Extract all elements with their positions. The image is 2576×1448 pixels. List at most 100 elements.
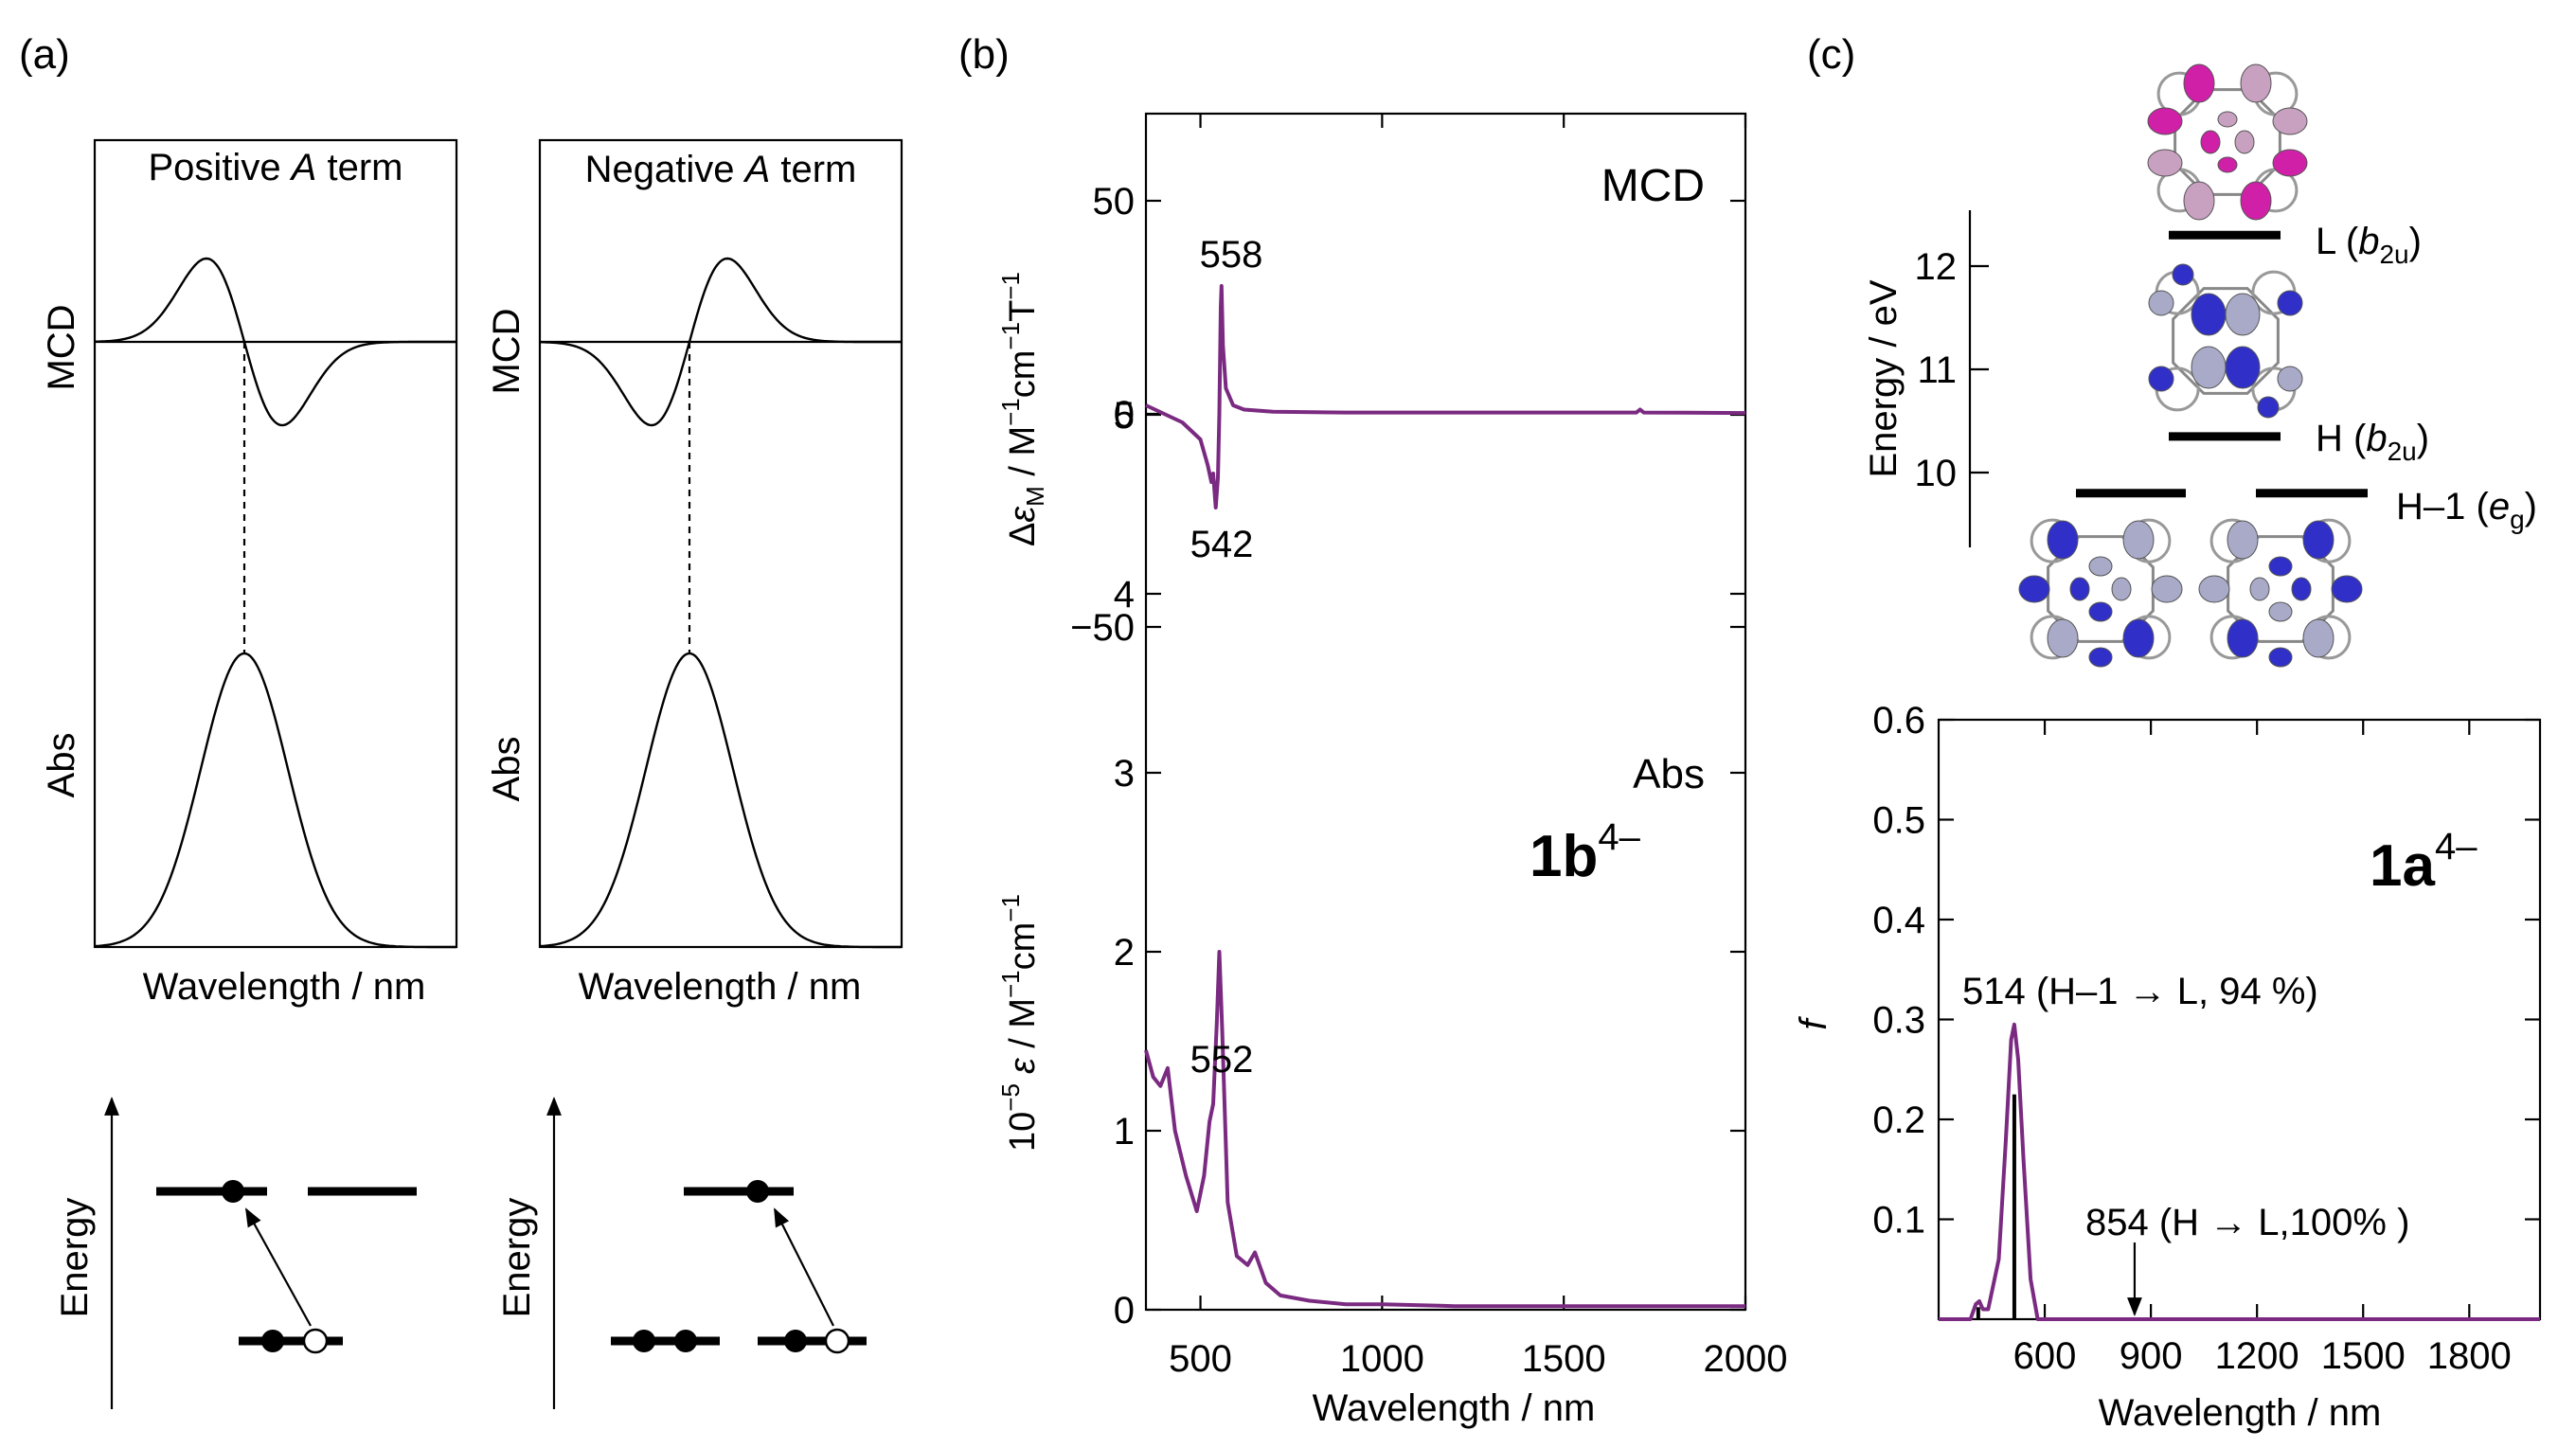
electron-lower-b3: [784, 1330, 807, 1352]
x-tick-label-c: 1500: [2321, 1335, 2406, 1377]
negative-mcd-ylabel: MCD: [486, 308, 528, 394]
annotation-514: 514 (H–1 → L, 94 %): [1962, 971, 2318, 1012]
positive-xlabel: Wavelength / nm: [143, 966, 426, 1008]
orbital-lobe: [2147, 107, 2183, 135]
mcd-label: MCD: [1601, 161, 1705, 211]
peak-label-542: 542: [1190, 524, 1254, 565]
hole-lower-b: [824, 1328, 850, 1354]
electron-lower-b2: [674, 1330, 697, 1352]
orbital-H1-right-image: [2198, 518, 2363, 668]
oscillator-sticks: [1976, 1094, 2016, 1319]
compound-label-1b: 1b4–: [1530, 816, 1641, 889]
annotation-854: 854 (H → L,100% ): [2085, 1202, 2409, 1243]
orbital-lobe: [2217, 111, 2238, 128]
panel-c-ticks: 600 900 1200 1500 1800 0.1 0.2 0.3 0.4 0.5 0.6: [1872, 700, 2540, 1377]
orbital-lobe: [2240, 63, 2272, 103]
panel-b-frame: [1144, 112, 1747, 1312]
calc-spectrum-curve: [1939, 1022, 2540, 1321]
orbital-lobe: [2272, 107, 2308, 135]
x-tick-label-b: 1500: [1522, 1338, 1606, 1380]
energy-tick-label: 10: [1915, 453, 1958, 494]
energy-tick-label: 11: [1917, 349, 1957, 391]
orbital-lobe: [2047, 520, 2079, 560]
compound-label-1a: 1a4–: [2370, 826, 2478, 899]
orbital-H-image: [2148, 263, 2303, 419]
abs-y-tick-label: 0: [1114, 1290, 1135, 1332]
negative-mcd-curve: [539, 257, 902, 427]
orbital-lobe: [2227, 618, 2259, 658]
level-H1-label: H–1 (eg): [2396, 486, 2537, 534]
orbital-lobe: [2122, 520, 2155, 560]
orbital-lobe: [2227, 520, 2259, 560]
excitation-arrow-right: [774, 1207, 834, 1327]
electron-upper: [222, 1180, 244, 1203]
negative-a-term-frame: [538, 138, 903, 949]
y-tick-label-c: 0.5: [1872, 800, 1925, 842]
molecule-skeleton: [2174, 88, 2281, 196]
positive-a-term-title: Positive A term: [149, 147, 403, 188]
energy-level-ylabel: Energy / eV: [1863, 279, 1905, 477]
mcd-spectrum-curve: [1145, 284, 1746, 509]
level-L-label: L (b2u): [2316, 221, 2422, 269]
peak-label-552: 552: [1190, 1039, 1254, 1081]
orbital-lobe: [2272, 149, 2308, 177]
y-tick-label-c: 0.3: [1872, 1000, 1925, 1042]
panel-b-xlabel: Wavelength / nm: [1313, 1387, 1596, 1429]
panel-a-label: (a): [19, 31, 70, 78]
orbital-L-image: [2147, 63, 2308, 221]
mcd-y-tick-label: 50: [1093, 181, 1136, 223]
x-tick-label-c: 900: [2120, 1335, 2183, 1377]
orbital-lobe: [2268, 647, 2293, 668]
y-tick-label-c: 0.4: [1872, 900, 1925, 941]
orbital-lobe: [2268, 601, 2293, 622]
x-tick-label-c: 1800: [2427, 1335, 2512, 1377]
orbital-lobe: [2172, 263, 2194, 286]
abs-y-tick-label: 2: [1114, 932, 1135, 974]
mcd-y-tick-label: −50: [1070, 607, 1135, 649]
positive-a-term-frame: [93, 138, 458, 949]
negative-xlabel: Wavelength / nm: [579, 966, 862, 1008]
orbital-lobe: [2291, 577, 2312, 601]
orbital-lobe: [2183, 181, 2215, 221]
mcd-y-tick-label: 0: [1114, 394, 1135, 436]
level-H-label: H (b2u): [2316, 418, 2429, 466]
y-tick-label-c: 0.6: [1872, 700, 1925, 742]
energy-label-left: Energy: [54, 1198, 96, 1318]
orbital-lobe: [2069, 577, 2090, 601]
x-tick-label-b: 1000: [1340, 1338, 1424, 1380]
abs-ylabel: 10−5ε / M−1cm−1: [996, 894, 1043, 1152]
orbital-lobe: [2240, 181, 2272, 221]
orbital-lobe: [2198, 575, 2230, 603]
orbital-lobe: [2151, 575, 2183, 603]
positive-abs-curve: [94, 652, 456, 949]
positive-mcd-curve: [94, 257, 456, 427]
energy-label-right: Energy: [496, 1198, 538, 1318]
electron-upper-b: [746, 1180, 769, 1203]
panel-b-label: (b): [958, 31, 1010, 78]
orbital-lobe: [2047, 618, 2079, 658]
orbital-lobe: [2302, 618, 2334, 658]
y-tick-label-c: 0.1: [1872, 1200, 1925, 1242]
orbital-lobe: [2331, 575, 2363, 603]
x-tick-label-c: 1200: [2215, 1335, 2299, 1377]
orbital-lobe: [2088, 647, 2113, 668]
hole-lower: [302, 1328, 329, 1354]
orbital-H1-left-image: [2018, 518, 2183, 668]
orbital-lobe: [2200, 130, 2221, 154]
peak-label-558: 558: [1200, 234, 1263, 276]
x-tick-label-c: 600: [2013, 1335, 2077, 1377]
energy-level-ticks: 12 11 10: [1915, 246, 1989, 494]
panel-c-label: (c): [1807, 31, 1855, 78]
orbital-lobe: [2302, 520, 2334, 560]
molecule-skeleton: [2172, 287, 2280, 395]
orbital-lobe: [2268, 556, 2293, 577]
x-tick-label-b: 2000: [1704, 1338, 1788, 1380]
mcd-ylabel: ΔεM / M−1cm−1T−1: [996, 272, 1049, 546]
electron-lower: [261, 1330, 284, 1352]
abs-y-tick-label: 5: [1114, 395, 1135, 437]
y-tick-label-c: 0.2: [1872, 1099, 1925, 1141]
orbital-lobe: [2217, 156, 2238, 173]
panel-c-xlabel: Wavelength / nm: [2099, 1392, 2382, 1434]
orbital-lobe: [2225, 293, 2261, 336]
